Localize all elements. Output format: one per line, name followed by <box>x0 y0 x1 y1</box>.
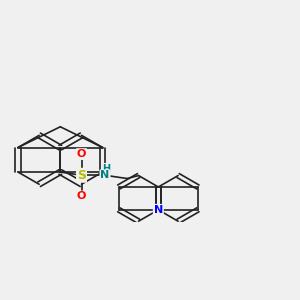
Text: N: N <box>100 170 109 180</box>
Text: H: H <box>102 164 110 174</box>
Text: O: O <box>77 149 86 159</box>
Text: O: O <box>77 191 86 202</box>
Text: S: S <box>77 169 86 182</box>
Text: N: N <box>154 205 163 215</box>
